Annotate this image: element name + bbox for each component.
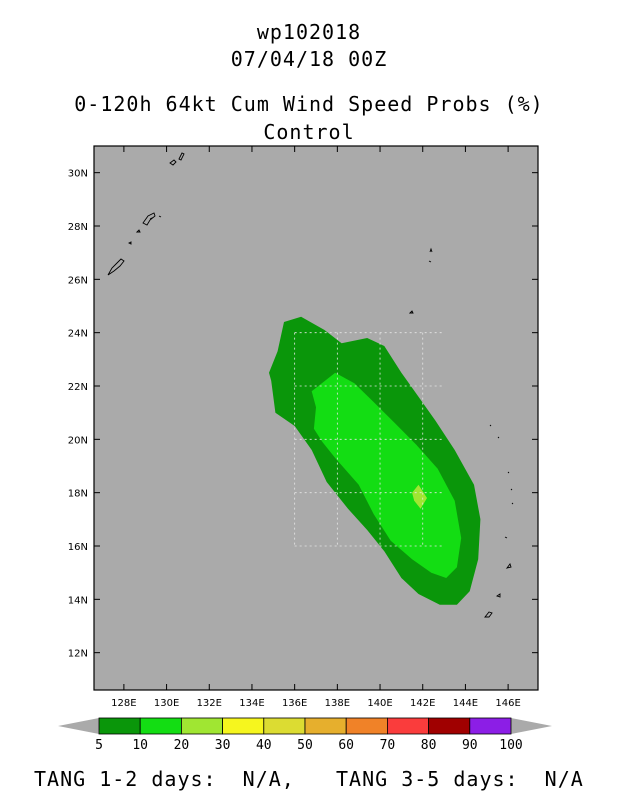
tang-1-2-value: N/A, <box>242 767 295 791</box>
x-tick-label-144: 144E <box>453 698 478 709</box>
legend-swatch-90-100 <box>469 717 512 735</box>
tang-3-5-label: TANG 3-5 days: <box>336 767 519 791</box>
island-tokunoshima <box>135 229 141 233</box>
contour-10-20-pct <box>311 372 462 578</box>
y-tick-label-26: 26N <box>68 275 88 286</box>
legend-swatch-60-70 <box>345 717 388 735</box>
x-tick-label-140: 140E <box>367 698 392 709</box>
island-marianas-north <box>489 424 514 505</box>
legend-label-100: 100 <box>499 738 522 753</box>
legend-label-40: 40 <box>256 738 272 753</box>
legend-swatch-20-30 <box>180 717 223 735</box>
legend-swatch-30-40 <box>222 717 265 735</box>
product-title: 0-120h 64kt Cum Wind Speed Probs (%) <box>74 92 544 116</box>
x-tick-label-130: 130E <box>154 698 179 709</box>
legend-swatch-50-60 <box>304 717 347 735</box>
lat-lon-grid <box>294 332 445 547</box>
legend-label-30: 30 <box>215 738 231 753</box>
tang-3-5-days: TANG 3-5 days: N/A <box>336 766 584 792</box>
y-axis: 12N 14N 16N 18N 20N 22N 24N 26N 28N 30N <box>68 169 538 660</box>
x-tick-label-132: 132E <box>197 698 222 709</box>
tang-1-2-label: TANG 1-2 days: <box>34 767 217 791</box>
colorbar-legend: 5 10 20 30 40 50 60 70 80 90 100 <box>58 717 552 753</box>
legend-over-arrow <box>511 718 552 734</box>
x-tick-label-146: 146E <box>495 698 520 709</box>
y-tick-label-28: 28N <box>68 222 88 233</box>
map-frame <box>93 145 539 691</box>
contour-20-30-pct <box>412 484 427 509</box>
island-amami <box>142 212 162 226</box>
x-tick-label-134: 134E <box>239 698 264 709</box>
legend-swatch-80-90 <box>428 717 471 735</box>
y-tick-label-22: 22N <box>68 382 88 393</box>
x-tick-label-128: 128E <box>111 698 136 709</box>
island-hachijo <box>169 152 185 166</box>
legend-swatch-10-20 <box>139 717 182 735</box>
legend-label-50: 50 <box>297 738 313 753</box>
legend-label-60: 60 <box>338 738 354 753</box>
y-tick-label-30: 30N <box>68 169 88 180</box>
y-tick-label-18: 18N <box>68 489 88 500</box>
legend-label-80: 80 <box>421 738 437 753</box>
island-marianas-south <box>484 536 512 618</box>
legend-swatch-40-50 <box>263 717 306 735</box>
y-tick-label-12: 12N <box>68 649 88 660</box>
legend-label-90: 90 <box>462 738 478 753</box>
legend-label-5: 5 <box>95 738 103 753</box>
y-tick-label-24: 24N <box>68 329 88 340</box>
tang-1-2-days: TANG 1-2 days: N/A, <box>34 766 295 792</box>
y-tick-label-16: 16N <box>68 542 88 553</box>
legend-under-arrow <box>58 718 99 734</box>
tang-3-5-value: N/A <box>544 767 584 791</box>
island-okinawa <box>107 241 132 276</box>
legend-swatch-70-80 <box>386 717 429 735</box>
legend-label-20: 20 <box>174 738 190 753</box>
x-axis: 128E 130E 132E 134E 136E 138E 140E 142E 144E 146E <box>111 146 521 709</box>
y-tick-label-20: 20N <box>68 435 88 446</box>
island-okinotori <box>408 310 414 314</box>
x-tick-label-138: 138E <box>325 698 350 709</box>
coastlines <box>107 152 514 618</box>
legend-swatch-5-10 <box>98 717 141 735</box>
probability-contours <box>269 316 481 605</box>
island-daito <box>428 247 433 263</box>
x-tick-label-142: 142E <box>410 698 435 709</box>
forecast-datetime: 07/04/18 00Z <box>230 47 388 71</box>
y-tick-label-14: 14N <box>68 595 88 606</box>
legend-label-70: 70 <box>380 738 396 753</box>
model-name: Control <box>263 120 355 144</box>
x-tick-label-136: 136E <box>282 698 307 709</box>
legend-label-10: 10 <box>132 738 148 753</box>
storm-id: wp102018 <box>256 20 362 44</box>
